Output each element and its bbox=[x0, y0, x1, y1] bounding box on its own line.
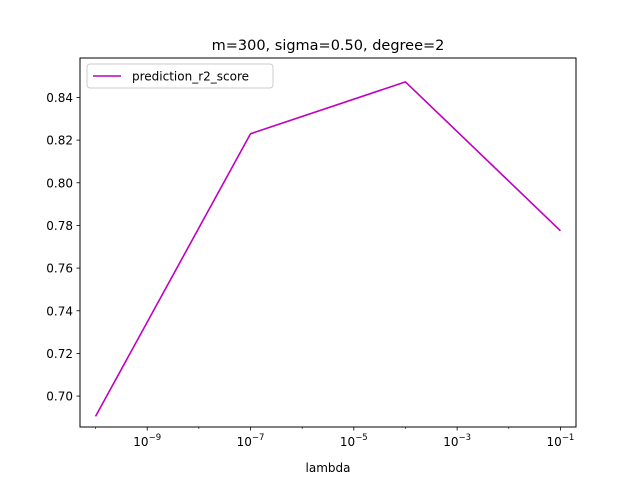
x-tick-label: 10−3 bbox=[443, 433, 471, 449]
x-tick-base: 10 bbox=[237, 435, 252, 449]
x-axis: 10−9 10−7 10−5 10−3 10−1 bbox=[95, 427, 575, 449]
y-tick-label: 0.74 bbox=[46, 304, 73, 318]
x-tick-exponent: −5 bbox=[355, 433, 368, 443]
y-tick-label: 0.78 bbox=[46, 219, 73, 233]
x-tick-exponent: −1 bbox=[562, 433, 575, 443]
y-tick-label: 0.72 bbox=[46, 347, 73, 361]
series-line bbox=[94, 81, 562, 417]
x-tick-label: 10−1 bbox=[547, 433, 575, 449]
chart-title: m=300, sigma=0.50, degree=2 bbox=[212, 38, 445, 54]
legend-label: prediction_r2_score bbox=[132, 70, 249, 84]
legend-box bbox=[86, 63, 274, 89]
x-axis-label: lambda bbox=[306, 461, 351, 475]
x-tick-label: 10−5 bbox=[340, 433, 368, 449]
x-tick-exponent: −9 bbox=[149, 433, 162, 443]
x-tick-exponent: −7 bbox=[252, 433, 265, 443]
y-axis: 0.70 0.72 0.74 0.76 0.78 0.80 0.82 0.84 bbox=[46, 91, 80, 404]
x-tick-base: 10 bbox=[443, 435, 458, 449]
plot-area bbox=[94, 81, 562, 417]
y-tick-label: 0.76 bbox=[46, 262, 73, 276]
x-tick-exponent: −3 bbox=[459, 433, 472, 443]
y-tick-label: 0.80 bbox=[46, 176, 73, 190]
legend: prediction_r2_score bbox=[86, 63, 274, 89]
x-tick-base: 10 bbox=[133, 435, 148, 449]
x-tick-base: 10 bbox=[547, 435, 562, 449]
y-tick-label: 0.82 bbox=[46, 134, 73, 148]
x-tick-base: 10 bbox=[340, 435, 355, 449]
axes-frame bbox=[79, 57, 577, 428]
y-tick-label: 0.84 bbox=[46, 91, 73, 105]
x-tick-label: 10−7 bbox=[237, 433, 265, 449]
x-tick-label: 10−9 bbox=[133, 433, 161, 449]
y-tick-label: 0.70 bbox=[46, 390, 73, 404]
